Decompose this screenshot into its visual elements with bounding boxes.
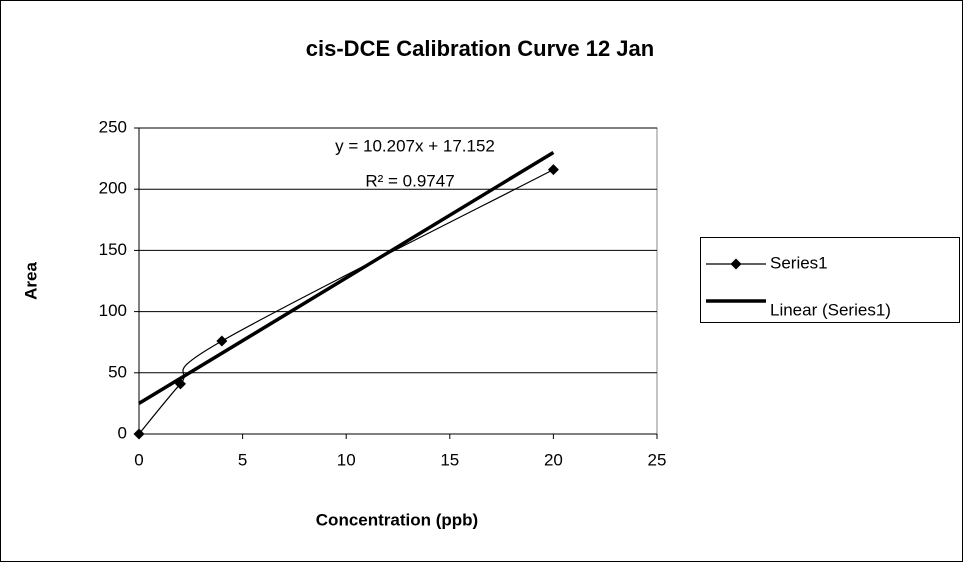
chart-title: cis-DCE Calibration Curve 12 Jan — [306, 36, 654, 61]
y-tick-label: 200 — [99, 179, 127, 198]
y-tick-label: 250 — [99, 117, 127, 136]
x-tick-label: 20 — [544, 450, 563, 469]
y-axis-label: Area — [21, 262, 40, 300]
x-tick-label: 25 — [648, 450, 667, 469]
series-line — [138, 169, 554, 435]
legend-marker — [730, 258, 742, 270]
x-tick-label: 5 — [238, 450, 247, 469]
y-tick-label: 150 — [99, 240, 127, 259]
marker — [547, 164, 559, 176]
trendline — [138, 150, 555, 405]
marker — [216, 335, 228, 347]
annotation: R² = 0.9747 — [365, 171, 454, 190]
y-tick-label: 0 — [118, 423, 127, 442]
x-tick-label: 10 — [337, 450, 356, 469]
x-axis-label: Concentration (ppb) — [316, 510, 478, 529]
legend — [700, 237, 960, 323]
legend-label: Series1 — [770, 253, 828, 272]
y-tick-label: 100 — [99, 301, 127, 320]
annotation: y = 10.207x + 17.152 — [335, 136, 495, 155]
marker — [133, 428, 145, 440]
x-tick-label: 15 — [440, 450, 459, 469]
x-tick-label: 0 — [134, 450, 143, 469]
legend-label: Linear (Series1) — [770, 300, 891, 319]
y-tick-label: 50 — [108, 362, 127, 381]
